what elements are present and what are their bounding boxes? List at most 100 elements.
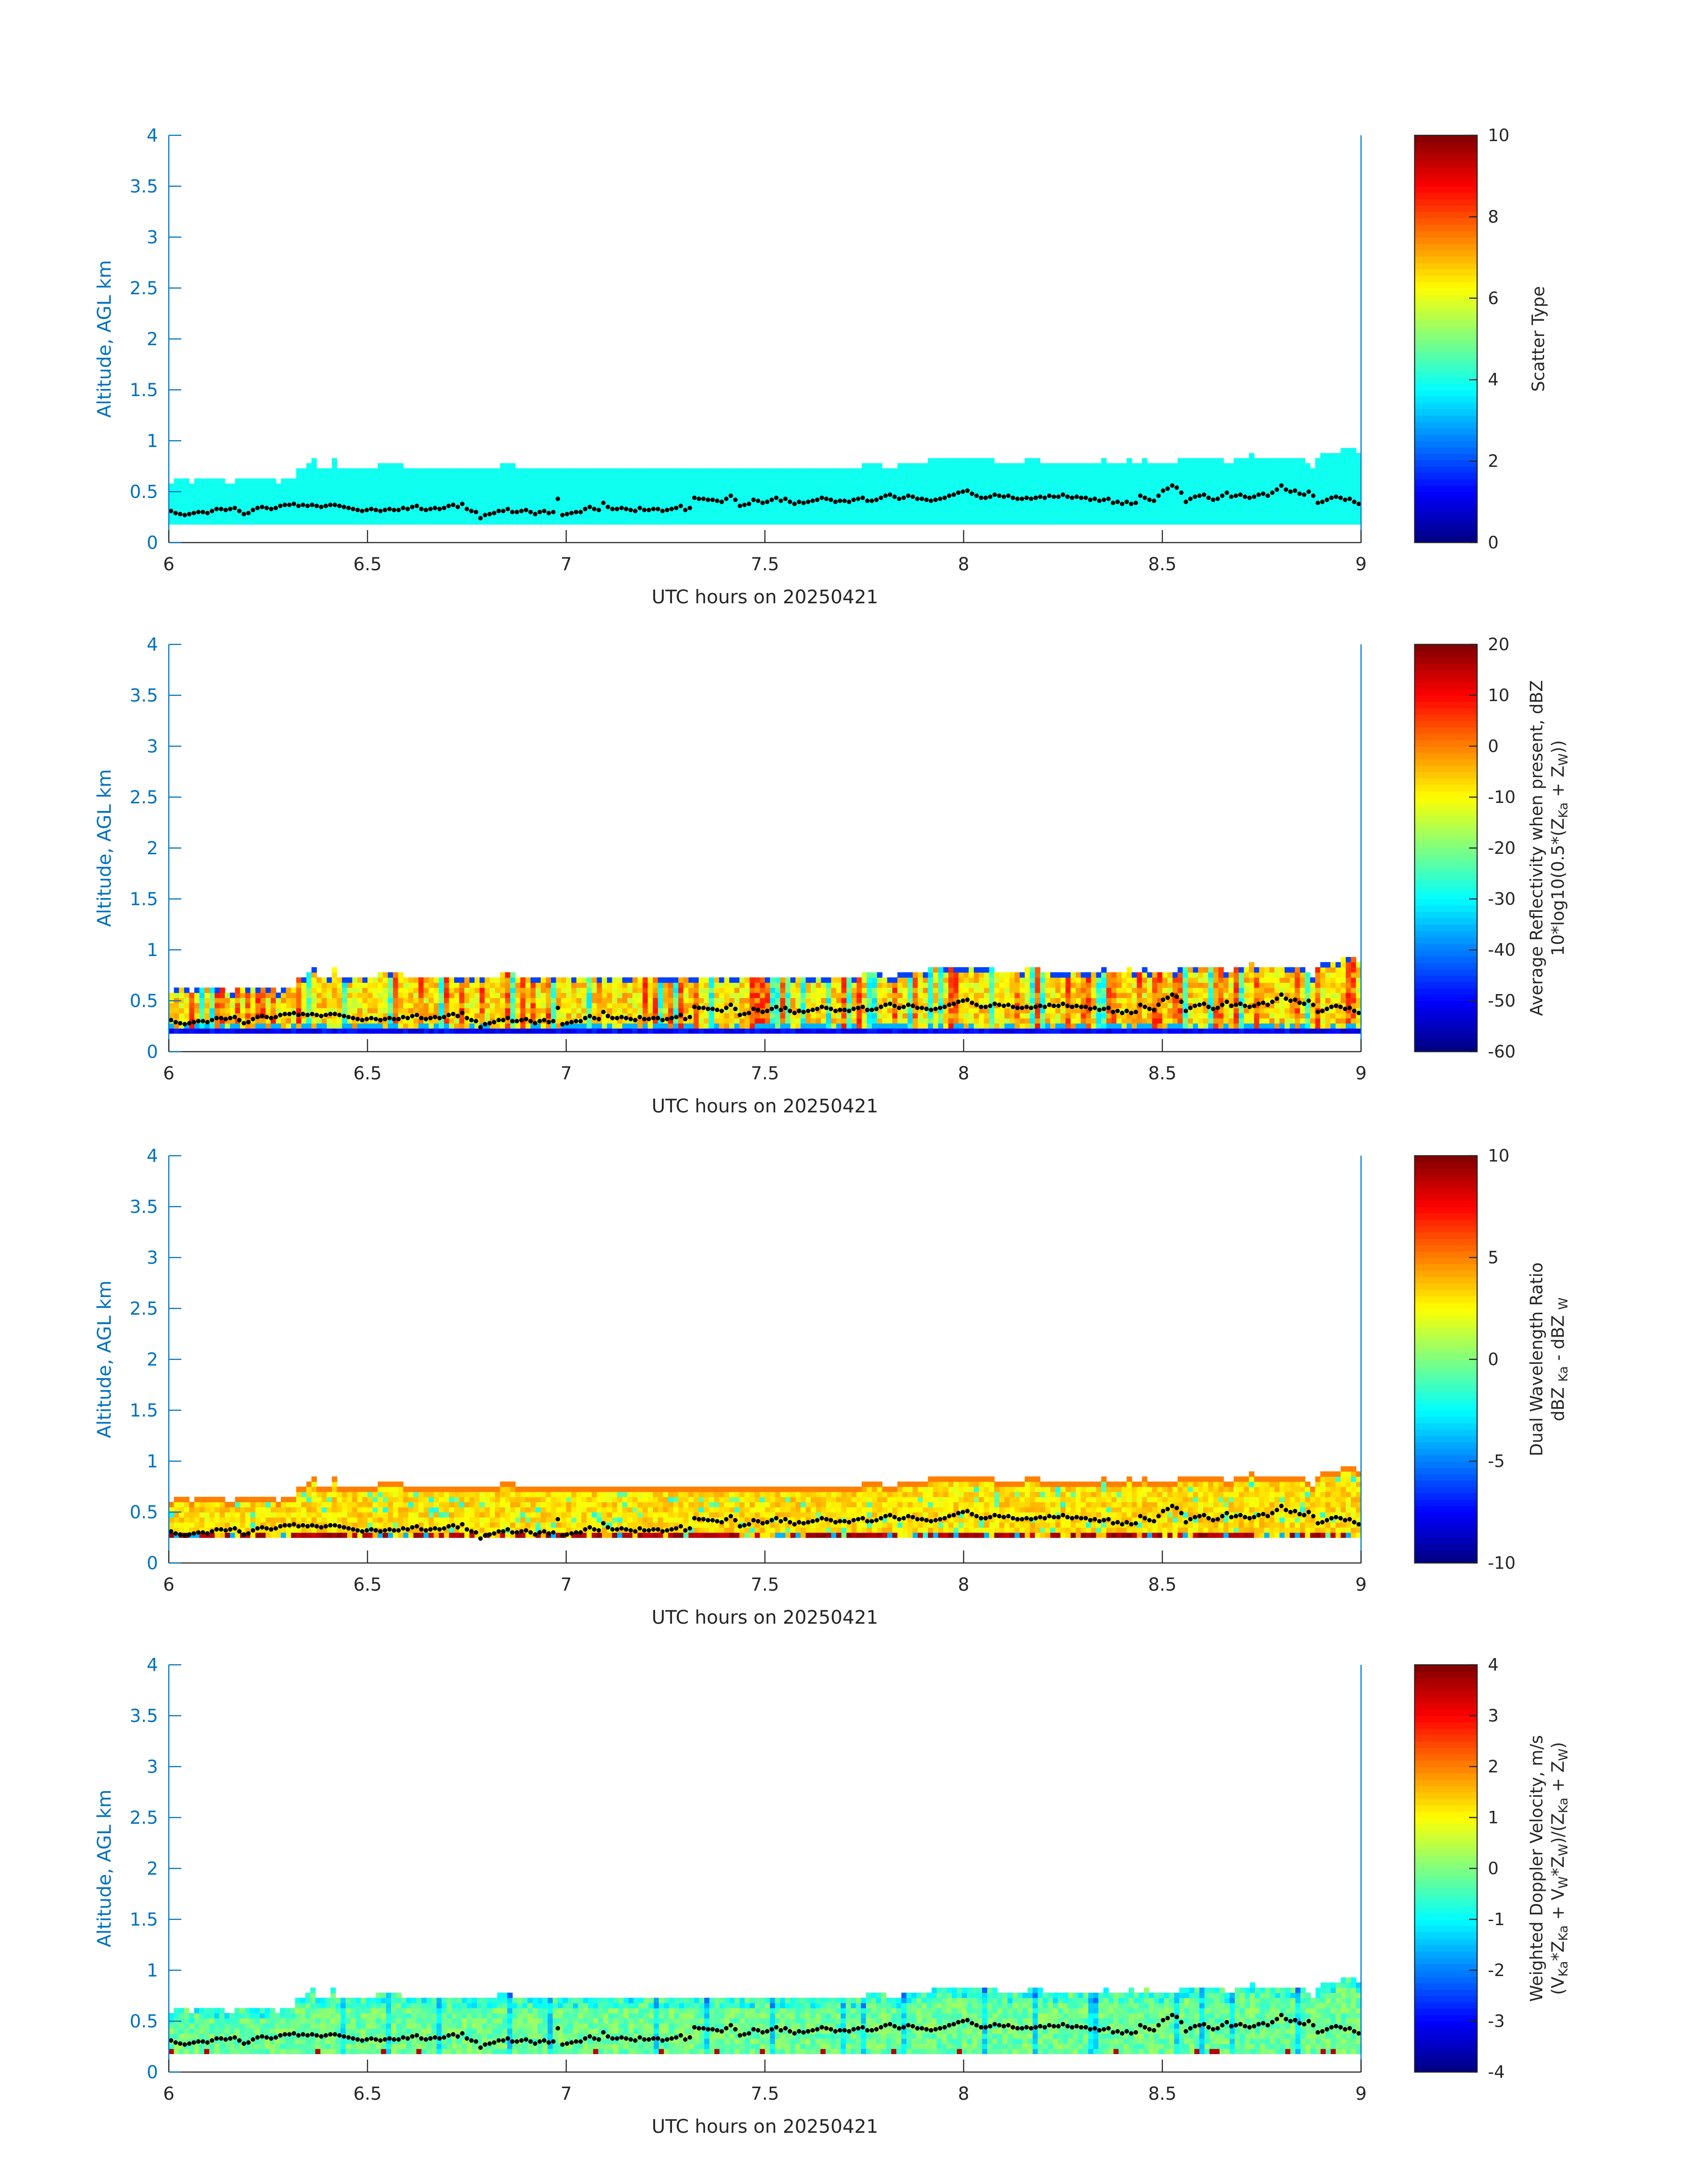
heatmap-cell bbox=[923, 982, 928, 988]
cloud-top-point bbox=[255, 506, 260, 510]
heatmap-cell bbox=[1142, 519, 1148, 525]
heatmap-cell bbox=[1341, 453, 1346, 459]
heatmap-cell bbox=[535, 519, 541, 525]
heatmap-cell bbox=[1233, 478, 1239, 484]
heatmap-cell bbox=[617, 1028, 623, 1034]
heatmap-cell bbox=[174, 992, 180, 998]
heatmap-cell bbox=[653, 468, 659, 474]
heatmap-cell bbox=[357, 489, 363, 494]
cloud-top-point bbox=[747, 501, 752, 506]
heatmap-cell bbox=[973, 504, 979, 510]
heatmap-cell bbox=[1096, 504, 1102, 510]
heatmap-cell bbox=[938, 1028, 944, 1034]
heatmap-cell bbox=[821, 992, 827, 998]
heatmap-cell bbox=[663, 468, 668, 474]
heatmap-cell bbox=[1076, 514, 1082, 520]
heatmap-cell bbox=[714, 998, 720, 1003]
heatmap-cell bbox=[199, 478, 205, 484]
heatmap-cell bbox=[816, 1018, 822, 1024]
heatmap-cell bbox=[668, 499, 674, 505]
heatmap-cell bbox=[969, 992, 974, 998]
heatmap-cell bbox=[984, 1028, 990, 1034]
heatmap-cell bbox=[301, 519, 307, 525]
heatmap-cell bbox=[872, 982, 877, 988]
heatmap-cell bbox=[872, 987, 877, 993]
heatmap-cell bbox=[948, 1013, 954, 1019]
heatmap-cell bbox=[286, 1003, 292, 1008]
heatmap-cell bbox=[367, 519, 373, 525]
heatmap-cell bbox=[704, 504, 710, 510]
heatmap-cell bbox=[892, 1023, 898, 1029]
heatmap-cell bbox=[423, 493, 429, 499]
heatmap-cell bbox=[912, 483, 919, 489]
heatmap-cell bbox=[286, 493, 292, 499]
heatmap-cell bbox=[923, 468, 928, 474]
heatmap-cell bbox=[367, 992, 373, 998]
heatmap-cell bbox=[1106, 514, 1112, 520]
cloud-top-point bbox=[983, 495, 988, 500]
heatmap-cell bbox=[204, 514, 210, 520]
heatmap-cell bbox=[276, 1008, 281, 1014]
heatmap-cell bbox=[607, 982, 613, 988]
heatmap-cell bbox=[546, 1008, 551, 1014]
colorbar-tick-label: 10 bbox=[1488, 125, 1509, 145]
heatmap-cell bbox=[643, 977, 648, 983]
heatmap-cell bbox=[535, 473, 541, 479]
heatmap-cell bbox=[1193, 509, 1199, 514]
heatmap-cell bbox=[535, 504, 541, 510]
heatmap-cell bbox=[984, 1013, 990, 1019]
heatmap-cell bbox=[933, 1013, 939, 1019]
heatmap-cell bbox=[556, 992, 562, 998]
heatmap-cell bbox=[459, 1023, 465, 1029]
heatmap-cell bbox=[306, 468, 312, 474]
heatmap-cell bbox=[704, 982, 710, 988]
heatmap-cell bbox=[597, 1023, 602, 1029]
heatmap-cell bbox=[393, 493, 399, 499]
heatmap-cell bbox=[1040, 468, 1046, 474]
heatmap-cell bbox=[571, 493, 577, 499]
heatmap-cell bbox=[668, 1023, 674, 1029]
heatmap-cell bbox=[1259, 478, 1265, 484]
heatmap-cell bbox=[973, 982, 979, 988]
heatmap-cell bbox=[1121, 478, 1127, 484]
heatmap-cell bbox=[347, 1008, 353, 1014]
cloud-top-point bbox=[1252, 494, 1257, 499]
heatmap-cell bbox=[474, 987, 480, 993]
heatmap-cell bbox=[561, 493, 567, 499]
heatmap-cell bbox=[897, 519, 903, 525]
heatmap-cell bbox=[964, 987, 969, 993]
heatmap-cell bbox=[1284, 473, 1290, 479]
heatmap-cell bbox=[1055, 468, 1061, 474]
heatmap-cell bbox=[1015, 504, 1020, 510]
heatmap-cell bbox=[734, 489, 740, 494]
heatmap-cell bbox=[780, 1028, 786, 1034]
heatmap-cell bbox=[714, 504, 720, 510]
heatmap-cell bbox=[836, 1013, 842, 1019]
heatmap-cell bbox=[1198, 483, 1204, 489]
heatmap-cell bbox=[489, 1013, 495, 1019]
heatmap-cell bbox=[973, 998, 979, 1003]
heatmap-cell bbox=[1341, 468, 1346, 474]
heatmap-cell bbox=[1147, 504, 1153, 510]
heatmap-cell bbox=[933, 987, 939, 993]
heatmap-cell bbox=[1070, 499, 1076, 505]
heatmap-cell bbox=[861, 504, 867, 510]
heatmap-cell bbox=[994, 473, 1000, 479]
heatmap-cell bbox=[729, 1018, 735, 1024]
heatmap-cell bbox=[174, 987, 180, 993]
heatmap-cell bbox=[566, 468, 572, 474]
heatmap-cell bbox=[500, 514, 505, 520]
heatmap-cell bbox=[174, 478, 180, 484]
heatmap-cell bbox=[1065, 504, 1071, 510]
heatmap-cell bbox=[255, 499, 261, 505]
heatmap-cell bbox=[342, 519, 348, 525]
heatmap-cell bbox=[383, 514, 388, 520]
heatmap-cell bbox=[958, 1023, 964, 1029]
heatmap-cell bbox=[1050, 987, 1056, 993]
heatmap-cell bbox=[265, 1023, 271, 1029]
heatmap-cell bbox=[785, 504, 791, 510]
heatmap-cell bbox=[775, 1018, 781, 1024]
heatmap-cell bbox=[586, 998, 592, 1003]
heatmap-cell bbox=[658, 977, 664, 983]
heatmap-cell bbox=[505, 1008, 511, 1014]
